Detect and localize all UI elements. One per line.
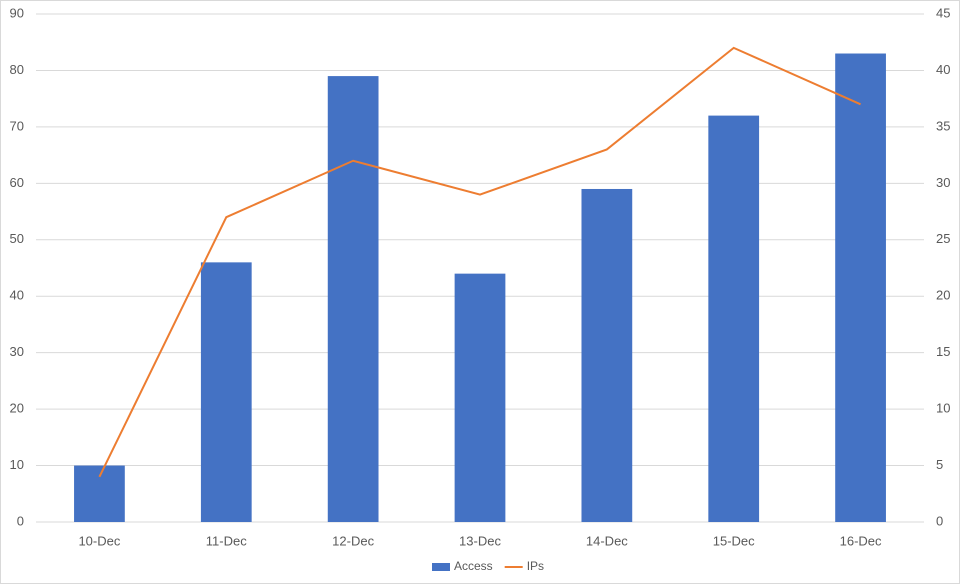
y2-tick-label: 15: [936, 344, 950, 359]
bar: [74, 465, 125, 522]
y-tick-label: 20: [10, 401, 24, 416]
y2-tick-label: 35: [936, 118, 950, 133]
y-tick-label: 90: [10, 5, 24, 20]
y2-tick-label: 40: [936, 62, 950, 77]
x-tick-label: 16-Dec: [840, 533, 882, 548]
y-tick-label: 50: [10, 231, 24, 246]
y-tick-label: 10: [10, 457, 24, 472]
bar: [327, 76, 379, 522]
y-tick-label: 70: [10, 118, 24, 133]
bar: [200, 262, 252, 522]
y2-tick-label: 0: [936, 513, 943, 528]
y2-tick-label: 5: [936, 457, 943, 472]
x-tick-label: 13-Dec: [459, 533, 501, 548]
y-tick-label: 80: [10, 62, 24, 77]
bar: [581, 188, 633, 522]
x-tick-label: 11-Dec: [206, 533, 247, 548]
line: [98, 46, 861, 478]
y-tick-label: 40: [10, 288, 24, 303]
legend-swatch: [432, 563, 450, 571]
legend-label: IPs: [527, 559, 544, 573]
x-tick-label: 10-Dec: [78, 533, 120, 548]
y2-tick-label: 30: [936, 175, 950, 190]
x-tick-label: 14-Dec: [586, 533, 628, 548]
y-tick-label: 30: [10, 344, 24, 359]
y2-tick-label: 25: [936, 231, 950, 246]
y2-tick-label: 45: [936, 5, 950, 20]
x-tick-label: 12-Dec: [332, 533, 374, 548]
y-tick-label: 60: [10, 175, 24, 190]
bar: [835, 53, 886, 523]
y2-tick-label: 10: [936, 401, 950, 416]
bar: [454, 273, 506, 522]
y2-tick-label: 20: [936, 288, 950, 303]
y-tick-label: 0: [17, 513, 24, 528]
legend-label: Access: [454, 559, 493, 573]
bar: [708, 115, 760, 522]
x-tick-label: 15-Dec: [713, 533, 755, 548]
